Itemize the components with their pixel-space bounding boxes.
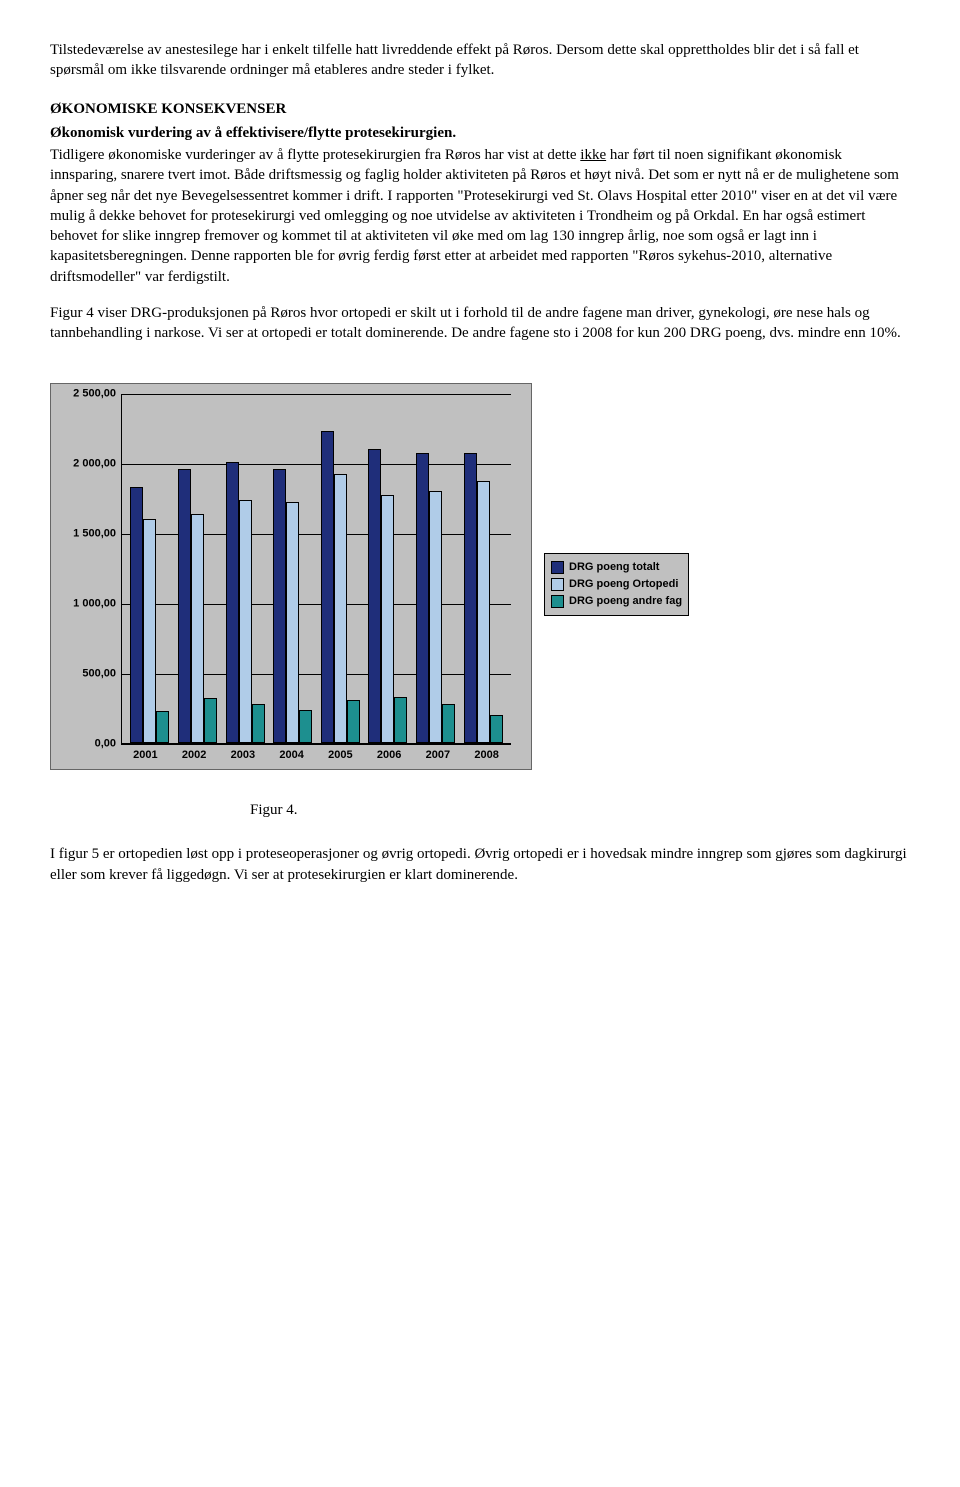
chart-y-label: 0,00 [61,737,116,752]
legend-label: DRG poeng andre fag [569,594,682,609]
paragraph-1: Tilstedeværelse av anestesilege har i en… [50,40,910,81]
chart-y-label: 1 500,00 [61,527,116,542]
legend-row: DRG poeng andre fag [551,594,682,609]
chart-plot-frame [121,394,511,744]
chart-bar-group [269,469,317,743]
chart-bar [416,453,429,743]
chart-bar-group [412,453,460,743]
chart-bar [273,469,286,743]
paragraph-3: Figur 4 viser DRG-produksjonen på Røros … [50,303,910,344]
chart-bar [394,697,407,743]
chart-bar [381,495,394,743]
chart-bar-group [317,431,365,743]
chart-bar [477,481,490,743]
chart-bar [178,469,191,743]
chart-x-label: 2004 [267,748,316,763]
chart-x-label: 2008 [462,748,511,763]
chart-x-label: 2005 [316,748,365,763]
chart-bar [286,502,299,743]
chart-bar [156,711,169,743]
legend-swatch [551,561,564,574]
legend-row: DRG poeng totalt [551,560,682,575]
chart-bar [490,715,503,743]
chart-bars [122,394,511,743]
chart-bar [442,704,455,743]
subheading-okonomisk-vurdering: Økonomisk vurdering av å effektivisere/f… [50,123,910,143]
chart-y-label: 500,00 [61,667,116,682]
drg-chart: 0,00 500,00 1 000,00 1 500,00 2 000,00 2 500,… [50,383,532,770]
chart-bar-group [459,453,507,743]
paragraph-2-part-a: Tidligere økonomiske vurderinger av å fl… [50,147,580,163]
chart-bar [191,514,204,744]
chart-y-label: 2 000,00 [61,457,116,472]
drg-chart-container: 0,00 500,00 1 000,00 1 500,00 2 000,00 2 500,… [50,383,730,770]
chart-bar [334,474,347,743]
chart-bar [429,491,442,743]
chart-x-label: 2001 [121,748,170,763]
chart-legend: DRG poeng totalt DRG poeng Ortopedi DRG po… [544,553,689,616]
chart-y-label: 2 500,00 [61,387,116,402]
legend-swatch [551,595,564,608]
chart-bar [226,462,239,743]
chart-bar [143,519,156,743]
chart-bar-group [221,462,269,743]
paragraph-4: I figur 5 er ortopedien løst opp i prote… [50,844,910,885]
legend-label: DRG poeng totalt [569,560,659,575]
legend-row: DRG poeng Ortopedi [551,577,682,592]
chart-bar [464,453,477,743]
chart-bar [299,710,312,744]
chart-bar-group [364,449,412,743]
legend-swatch [551,578,564,591]
chart-bar-group [174,469,222,743]
chart-bar [368,449,381,743]
chart-bar [204,698,217,743]
chart-gridline [121,744,511,745]
chart-x-label: 2007 [414,748,463,763]
paragraph-2: Tidligere økonomiske vurderinger av å fl… [50,145,910,287]
legend-label: DRG poeng Ortopedi [569,577,678,592]
chart-x-label: 2003 [219,748,268,763]
chart-bar [239,500,252,744]
chart-plot-area: 0,00500,001 000,001 500,002 000,002 500,… [61,394,521,744]
chart-bar [321,431,334,743]
chart-x-label: 2002 [170,748,219,763]
underlined-ikke: ikke [580,147,606,163]
paragraph-2-part-b: har ført til noen signifikant økonomisk … [50,147,899,285]
chart-y-label: 1 000,00 [61,597,116,612]
chart-bar-group [126,487,174,743]
chart-bar [130,487,143,743]
chart-bar [347,700,360,743]
figure-4-caption: Figur 4. [250,800,910,820]
chart-x-axis: 20012002200320042005200620072008 [121,744,511,763]
chart-bar [252,704,265,743]
section-heading-okonomiske: ØKONOMISKE KONSEKVENSER [50,99,910,119]
chart-x-label: 2006 [365,748,414,763]
